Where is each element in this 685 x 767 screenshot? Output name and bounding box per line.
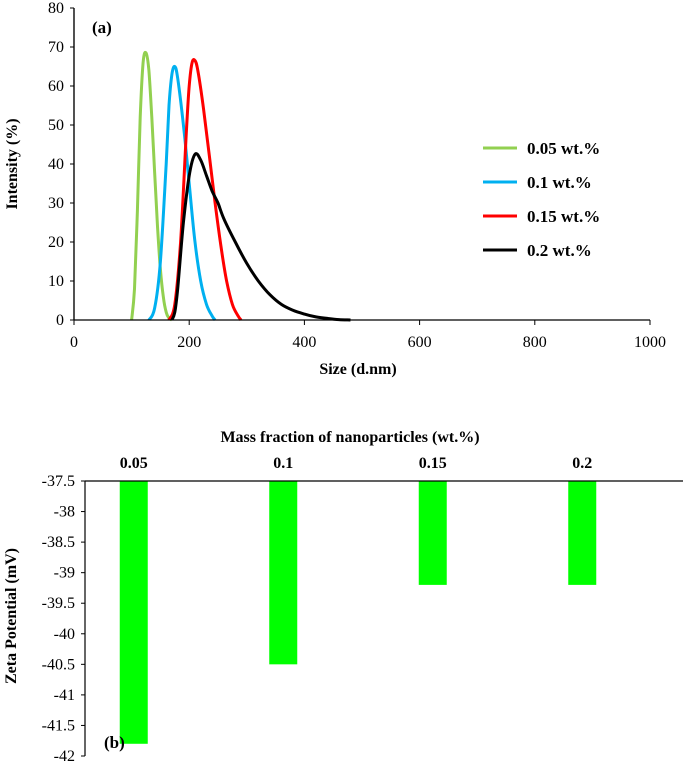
legend-label-2: 0.15 wt.% [527,207,600,226]
series-line-3 [170,152,351,322]
legend-label-1: 0.1 wt.% [527,173,592,192]
panel-b-x-tick-label: 0.15 [419,455,447,472]
panel-b-y-tick-label: -37.5 [42,473,75,490]
panel-b-y-axis-title: Zeta Potential (mV) [3,548,20,684]
panel-b-y-tick-label: -41.5 [42,717,75,734]
panel-a-label: (a) [92,18,112,37]
panel-a-y-tick-label: 10 [48,273,64,290]
legend-label-3: 0.2 wt.% [527,241,592,260]
panel-a-x-axis-title: Size (d.nm) [319,361,396,378]
panel-a-y-tick-label: 70 [48,39,64,56]
panel-b-x-ticks: 0.05 0.1 0.15 0.2 [120,455,593,472]
series-line-0 [130,50,173,322]
panel-b-y-tick-label: -39.5 [42,595,75,612]
panel-b-y-tick-label: -40 [54,626,75,643]
panel-b-x-tick-label: 0.1 [273,455,293,472]
bar-0.15 [418,481,447,585]
panel-b-y-tick-label: -41 [54,687,75,704]
panel-a-y-axis-title: Intensity (%) [4,118,21,209]
panel-b-zeta-chart: Mass fraction of nanoparticles (wt.%) 0.… [3,429,683,765]
panel-a-y-ticks: 0 10 20 30 40 50 60 70 80 [48,0,74,329]
panel-b-x-tick-label: 0.2 [572,455,592,472]
bar-0.05 [119,481,148,744]
legend-label-0: 0.05 wt.% [527,139,600,158]
panel-a-x-tick-label: 400 [292,334,316,351]
panel-b-y-ticks: -37.5 -38 -38.5 -39 -39.5 -40 -40.5 -41 -41.5 -42 [42,473,85,765]
panel-a-y-tick-label: 20 [48,234,64,251]
panel-a-y-tick-label: 60 [48,78,64,95]
bar-0.2 [568,481,597,585]
panel-a-x-tick-label: 0 [70,334,78,351]
panel-b-bars [119,481,597,744]
panel-a-y-tick-label: 30 [48,195,64,212]
panel-a-y-tick-label: 40 [48,156,64,173]
panel-b-y-tick-label: -39 [54,565,75,582]
panel-a-y-tick-label: 80 [48,0,64,17]
panel-a-x-tick-label: 200 [177,334,201,351]
panel-b-y-tick-label: -38.5 [42,534,75,551]
panel-b-y-tick-label: -38 [54,504,75,521]
panel-a-y-tick-label: 0 [56,312,64,329]
panel-b-y-tick-label: -40.5 [42,656,75,673]
series-line-1 [147,64,217,321]
series-line-2 [167,58,243,321]
bar-0.1 [269,481,298,665]
panel-a-x-tick-label: 1000 [634,334,666,351]
panel-b-x-axis-title: Mass fraction of nanoparticles (wt.%) [220,429,479,446]
panel-a-series [130,50,351,322]
panel-b-label: (b) [104,733,125,752]
panel-a-x-tick-label: 600 [408,334,432,351]
panel-a-y-tick-label: 50 [48,117,64,134]
panel-a-legend: 0.05 wt.% 0.1 wt.% 0.15 wt.% 0.2 wt.% [483,139,600,260]
panel-a-x-ticks: 0 200 400 600 800 1000 [70,320,666,351]
panel-b-x-tick-label: 0.05 [120,455,148,472]
panel-a-x-tick-label: 800 [523,334,547,351]
panel-b-y-tick-label: -42 [54,748,75,765]
